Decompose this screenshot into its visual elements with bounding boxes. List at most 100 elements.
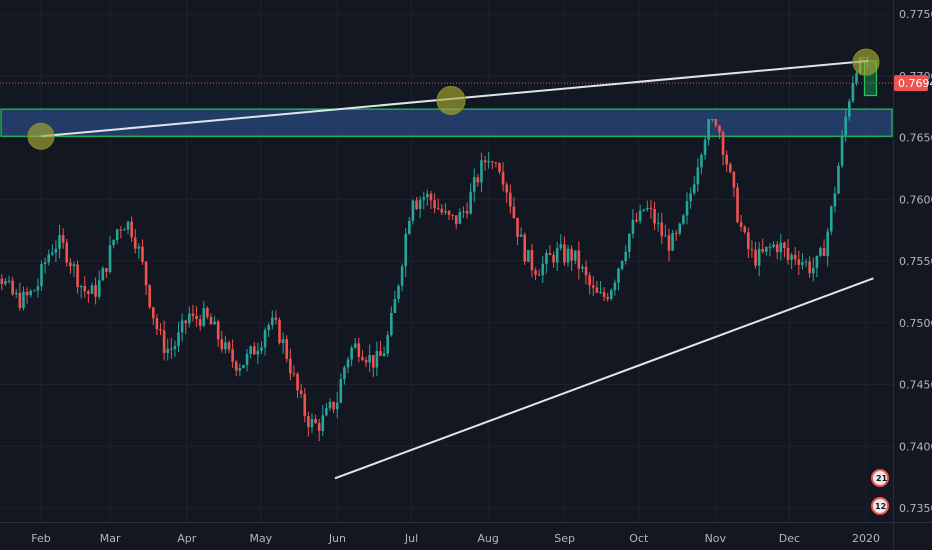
candle-body [765,246,768,252]
candle-body [509,192,512,207]
candle-body [379,351,382,356]
candlestick-series [0,57,893,442]
candle-body [119,229,123,231]
candle-body [671,233,674,251]
candle-body [797,259,801,265]
candle-body [144,261,148,286]
x-tick-label: Jul [404,532,418,545]
candle-body [202,308,206,326]
candle-body [263,330,267,348]
candle-body [101,268,105,281]
candle-body [848,101,851,117]
candle-body [516,217,519,237]
candle-body [325,408,328,416]
candle-body [418,199,422,210]
candle-body [840,135,844,166]
candle-body [631,219,635,234]
candle-body [793,254,797,260]
candle-body [447,210,451,215]
flag-icon[interactable] [871,469,889,487]
candle-body [350,347,353,360]
candle-body [400,266,404,286]
grid [0,0,893,522]
candle-body [837,165,840,194]
touch-marker[interactable] [852,48,880,76]
candle-body [90,285,94,294]
candle-body [682,215,685,224]
candle-body [270,317,274,326]
price-axis[interactable]: 0.77500.77000.76500.76000.75500.75000.74… [893,0,932,550]
candle-body [289,358,292,374]
candle-body [747,232,750,250]
candle-body [855,73,858,83]
candle-body [422,197,426,200]
trendline-lower[interactable] [334,277,874,480]
candle-body [588,275,591,286]
candle-body [43,262,47,265]
candle-body [0,278,4,285]
candle-body [436,208,440,210]
flag-icon[interactable] [871,497,889,515]
candle-body [819,248,822,256]
candle-body [563,244,566,263]
candle-body [638,210,642,222]
candle-body [191,313,195,316]
candle-body [252,346,256,355]
candle-body [14,292,18,295]
candle-body [404,233,408,267]
candle-body [703,139,707,155]
candle-body [112,239,115,246]
candle-body [772,244,775,247]
candle-body [72,264,76,267]
touch-marker[interactable] [27,122,55,150]
y-tick-label: 0.7350 [899,502,932,515]
candle-body [371,354,375,368]
flag-count-bottom: 12 [875,502,886,511]
candle-body [170,348,173,350]
candle-body [718,125,721,133]
candle-body [408,220,411,234]
candle-body [357,343,361,358]
event-flags[interactable]: 21 12 [871,469,889,515]
candle-body [548,253,552,256]
candle-body [739,222,743,227]
touch-marker[interactable] [436,85,466,115]
candle-body [462,211,465,213]
candle-body [700,154,703,168]
candle-body [141,246,144,262]
candle-body [343,367,346,380]
candle-body [274,317,278,320]
candle-body [314,419,317,424]
candle-body [339,379,343,403]
time-axis[interactable]: Feb Mar Apr May Jun Jul Aug Sep Oct Nov Dec 2020 [0,522,932,546]
candle-body [710,118,714,120]
candle-body [321,415,325,431]
candle-body [440,208,444,213]
candle-body [483,160,487,163]
candle-body [216,321,220,340]
candle-body [635,219,638,222]
last-price-tag-bg [894,75,928,92]
candle-body [267,325,270,331]
candle-body [606,296,609,299]
candle-body [242,365,245,369]
candle-body [303,394,307,417]
candle-body [602,292,606,297]
x-tick-label: Sep [554,532,575,545]
candle-body [454,215,458,224]
candle-body [94,285,97,297]
candle-body [667,235,671,251]
candle-body [195,315,198,320]
candle-body [256,350,260,355]
touch-markers[interactable] [27,48,880,150]
candle-body [69,262,72,267]
candle-body [296,373,299,391]
candle-body [480,160,483,183]
candle-body [285,339,289,359]
candle-body [458,211,462,224]
